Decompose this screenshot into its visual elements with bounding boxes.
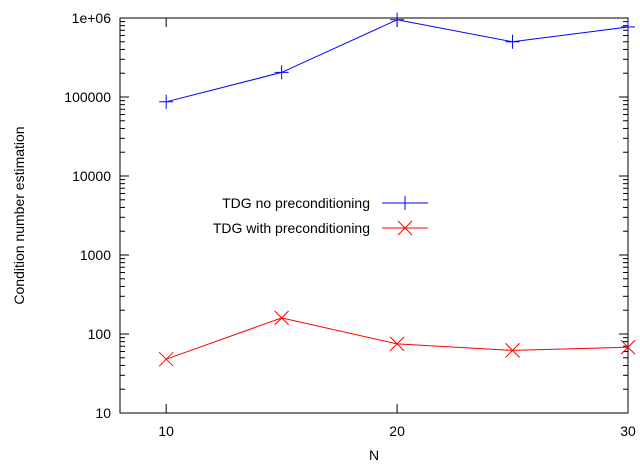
legend-marker-1: [398, 196, 412, 210]
x-tick-label: 30: [620, 423, 636, 439]
series-layer: [158, 12, 636, 367]
x-axis-title: N: [369, 447, 379, 463]
y-tick-label: 100: [88, 326, 112, 342]
data-point-series-1: [159, 94, 174, 109]
x-tick-label: 20: [389, 423, 405, 439]
data-point-series-2: [505, 343, 520, 358]
data-point-series-1: [621, 19, 635, 34]
data-point-series-1: [390, 12, 405, 27]
series-line-2: [166, 317, 629, 360]
plot-frame: [119, 17, 629, 414]
data-point-series-2: [389, 336, 405, 352]
legend-label-1: TDG no preconditioning: [222, 195, 370, 211]
data-point-series-1: [505, 34, 520, 49]
legend-marker-2: [397, 220, 413, 236]
data-point-series-1: [274, 65, 289, 80]
data-point-series-2: [620, 339, 636, 355]
legend: TDG no preconditioning TDG with precondit…: [213, 195, 428, 236]
ticks: 10 100 1000 10000 100000 1e+06 10 20 30: [64, 10, 636, 439]
data-point-series-2: [158, 351, 174, 367]
data-point-series-2: [274, 310, 289, 326]
y-axis-title: Condition number estimation: [11, 126, 27, 304]
y-tick-label: 1e+06: [72, 10, 112, 26]
legend-label-2: TDG with preconditioning: [213, 220, 370, 236]
series-line-1: [166, 19, 629, 103]
x-tick-label: 10: [158, 423, 174, 439]
y-tick-label: 100000: [64, 89, 111, 105]
axes: [119, 17, 629, 414]
y-tick-label: 10000: [72, 168, 111, 184]
y-tick-label: 1000: [80, 247, 111, 263]
y-tick-label: 10: [95, 405, 111, 421]
